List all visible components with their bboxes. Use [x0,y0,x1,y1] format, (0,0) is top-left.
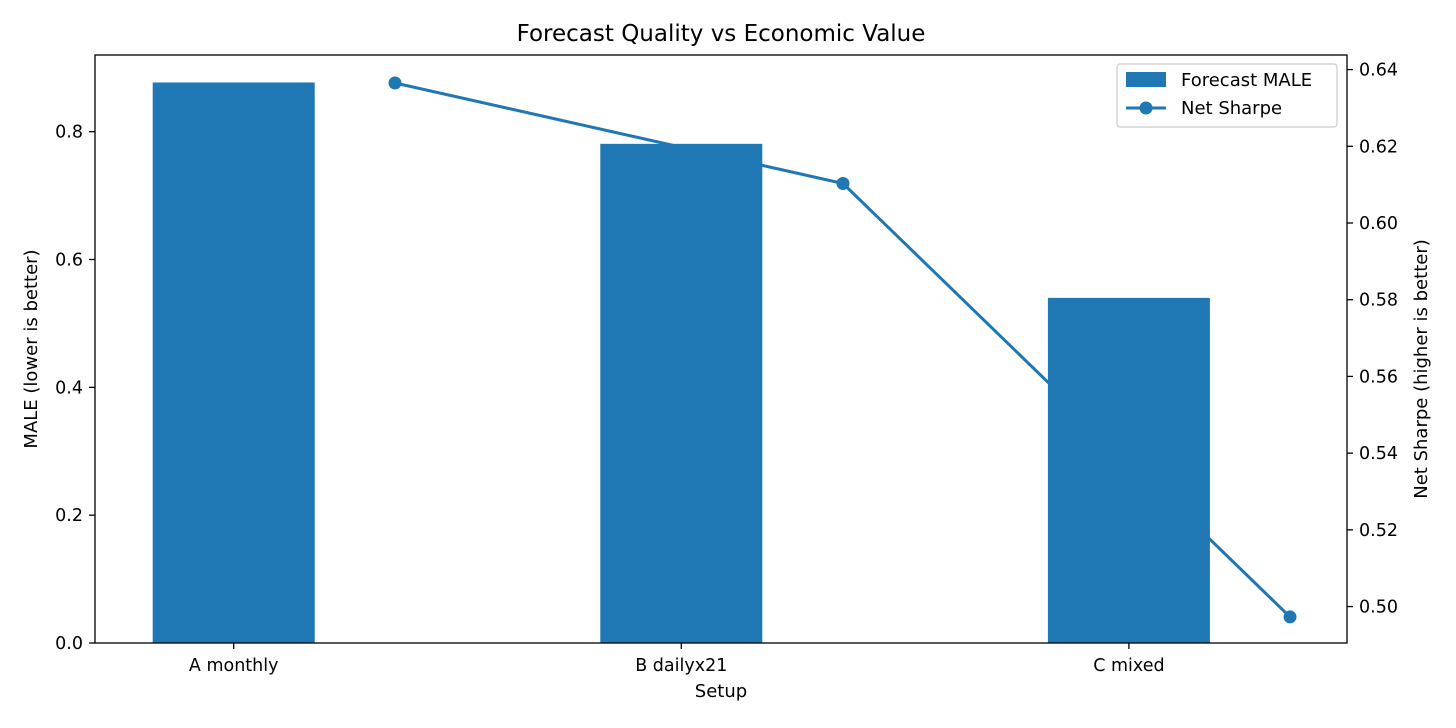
y-tick-label: 0.4 [55,378,83,398]
legend-label-forecast-male: Forecast MALE [1181,70,1312,91]
net-sharpe-point-2 [836,176,850,190]
y2-tick-label: 0.58 [1359,291,1398,311]
y-axis-label: MALE (lower is better) [21,249,42,448]
legend-label-net-sharpe: Net Sharpe [1181,98,1282,119]
y2-tick-label: 0.54 [1359,444,1398,464]
y-tick-label: 0.0 [55,634,83,654]
net-sharpe-point-1 [388,76,402,90]
bar-series [152,82,1210,644]
x-tick-label: C mixed [1093,656,1164,676]
x-tick-label: A monthly [189,656,279,676]
bar-3 [1047,297,1210,643]
bar-2 [600,143,763,644]
y2-tick-label: 0.52 [1359,521,1398,541]
legend-swatch-bar [1126,72,1166,87]
y-axis-right: 0.50 0.52 0.54 0.56 0.58 0.60 0.62 0.64 [1347,61,1398,618]
y-tick-label: 0.6 [55,251,83,271]
y-axis-left: 0.0 0.2 0.4 0.6 0.8 [55,123,95,654]
y2-tick-label: 0.56 [1359,367,1398,387]
x-axis-label: Setup [695,681,747,702]
y-tick-label: 0.8 [55,123,83,143]
legend: Forecast MALE Net Sharpe [1116,63,1338,128]
plot-frame [94,54,1348,644]
legend-swatch-marker [1139,101,1153,115]
legend-frame [1116,63,1338,128]
net-sharpe-point-3 [1283,610,1297,624]
y2-tick-label: 0.64 [1359,61,1398,81]
line-series [388,76,1297,624]
x-tick-label: B dailyx21 [635,656,727,676]
y2-tick-label: 0.50 [1359,598,1398,618]
bar-1 [152,82,315,643]
y2-axis-label: Net Sharpe (higher is better) [1411,239,1432,498]
y2-tick-label: 0.62 [1359,137,1398,157]
y2-tick-label: 0.60 [1359,214,1398,234]
y-tick-label: 0.2 [55,506,83,526]
x-axis: A monthly B dailyx21 C mixed [189,643,1165,676]
chart-title: Forecast Quality vs Economic Value [517,21,926,47]
